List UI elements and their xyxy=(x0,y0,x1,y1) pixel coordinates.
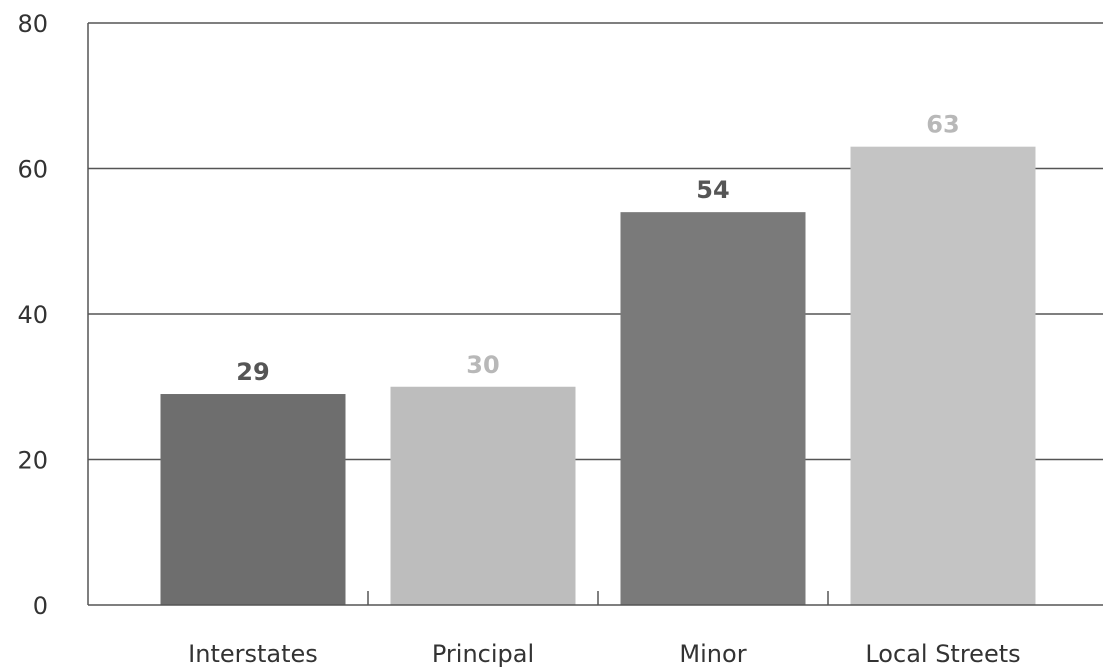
bars-layer xyxy=(160,146,1036,606)
y-tick-label-60: 60 xyxy=(17,156,48,184)
data-label-principal: 30 xyxy=(466,351,499,379)
bar-principal xyxy=(390,386,576,605)
bar-minor xyxy=(620,212,806,605)
x-tick-label-interstates: Interstates xyxy=(188,640,318,668)
data-label-minor: 54 xyxy=(696,176,729,204)
x-tick-label-local-streets: Local Streets xyxy=(865,640,1020,668)
data-label-local-streets: 63 xyxy=(926,111,959,139)
y-tick-label-20: 20 xyxy=(17,447,48,475)
x-tick-label-minor: Minor xyxy=(679,640,746,668)
bar-local-streets xyxy=(850,146,1036,606)
y-tick-label-40: 40 xyxy=(17,301,48,329)
data-label-interstates: 29 xyxy=(236,358,269,386)
y-tick-label-80: 80 xyxy=(17,10,48,38)
bar-interstates xyxy=(160,394,346,605)
axis-layer: 0 20 40 60 80 xyxy=(17,10,1103,620)
x-tick-label-principal: Principal xyxy=(432,640,534,668)
y-tick-label-0: 0 xyxy=(33,592,48,620)
labels-layer: 29 Interstates 30 Principal 54 Minor 63 Local S… xyxy=(188,111,1020,668)
